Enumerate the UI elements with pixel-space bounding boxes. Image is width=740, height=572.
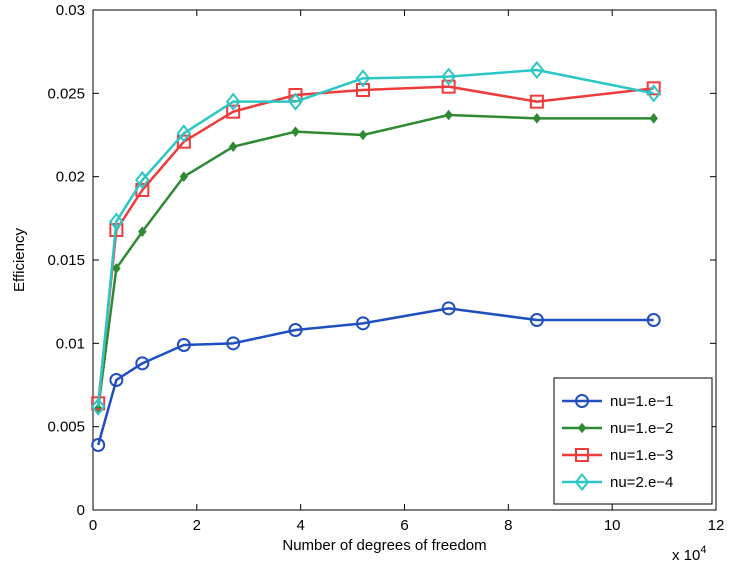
legend: nu=1.e−1 nu=1.e−2 nu=1.e−3 nu=2.e−4 xyxy=(553,377,713,505)
x-axis-title: Number of degrees of freedom xyxy=(282,537,486,554)
legend-entry: nu=1.e−3 xyxy=(562,447,673,464)
data-point-marker xyxy=(358,129,368,141)
data-point-marker xyxy=(355,69,371,88)
legend-label: nu=1.e−3 xyxy=(610,447,673,464)
data-point-marker xyxy=(109,373,124,387)
data-point-marker xyxy=(135,356,150,371)
x-tick-label: 8 xyxy=(504,517,512,534)
y-tick-label: 0.015 xyxy=(47,252,85,269)
data-point-marker xyxy=(529,60,545,80)
data-point-marker xyxy=(225,92,241,111)
data-point-marker xyxy=(441,79,456,94)
data-point-marker xyxy=(575,448,589,462)
data-point-marker xyxy=(441,67,456,86)
y-tick-label: 0 xyxy=(77,502,85,519)
data-point-marker xyxy=(355,83,370,97)
x-axis-multiplier-exponent: 4 xyxy=(700,544,706,556)
data-point-marker xyxy=(574,472,590,492)
series-line xyxy=(96,113,654,409)
data-point-marker xyxy=(646,313,661,327)
series-1 xyxy=(91,301,661,452)
series-line xyxy=(96,307,654,446)
x-tick-label: 4 xyxy=(296,517,304,534)
data-point-marker xyxy=(109,212,124,231)
data-point-marker xyxy=(226,336,241,351)
data-point-marker xyxy=(291,126,300,137)
series-2 xyxy=(93,109,658,414)
data-point-marker xyxy=(577,422,587,434)
y-tick-label: 0.03 xyxy=(56,2,85,19)
data-point-marker xyxy=(444,109,453,121)
data-point-marker xyxy=(226,104,241,119)
data-point-marker xyxy=(179,171,189,182)
data-point-marker xyxy=(441,301,456,316)
y-tick-label: 0.02 xyxy=(56,169,85,186)
series-layer xyxy=(90,60,661,452)
series-4 xyxy=(90,60,661,416)
legend-label: nu=1.e−2 xyxy=(610,420,673,437)
data-point-marker xyxy=(649,113,658,124)
data-point-marker xyxy=(91,438,106,452)
x-tick-label: 2 xyxy=(193,517,201,534)
data-point-marker xyxy=(575,394,589,408)
y-axis-title: Efficiency xyxy=(11,228,28,292)
y-tick-label: 0.01 xyxy=(56,335,85,352)
data-point-marker xyxy=(228,141,238,152)
x-tick-label: 10 xyxy=(604,517,621,534)
x-tick-label: 0 xyxy=(89,517,97,534)
x-tick-label: 6 xyxy=(400,517,408,534)
data-point-marker xyxy=(355,316,370,331)
y-tick-label: 0.025 xyxy=(47,85,85,102)
data-point-marker xyxy=(112,263,121,274)
legend-label: nu=1.e−1 xyxy=(610,393,673,410)
data-point-marker xyxy=(176,338,191,352)
x-axis-multiplier-base: x 10 xyxy=(672,547,700,564)
data-point-marker xyxy=(646,84,661,103)
legend-entry: nu=2.e−4 xyxy=(562,472,673,492)
x-axis-multiplier: x 104 xyxy=(672,544,706,564)
axis-ticks: 0 2 4 6 8 10 12 0 0.005 0.01 0.015 0.02 0.025 0.03 xyxy=(47,2,724,534)
data-point-marker xyxy=(529,313,544,327)
data-point-marker xyxy=(138,226,147,237)
data-point-marker xyxy=(288,323,303,337)
data-point-marker xyxy=(646,81,661,96)
data-point-marker xyxy=(288,92,303,111)
data-point-marker xyxy=(90,397,106,416)
x-tick-label: 12 xyxy=(708,517,725,534)
legend-entry: nu=1.e−2 xyxy=(562,420,673,437)
legend-label: nu=2.e−4 xyxy=(610,474,673,491)
series-line xyxy=(96,68,654,407)
data-point-marker xyxy=(529,94,544,109)
series-line xyxy=(96,85,654,404)
data-point-marker xyxy=(176,124,192,143)
data-point-marker xyxy=(135,170,150,190)
y-tick-label: 0.005 xyxy=(47,419,85,436)
legend-entry: nu=1.e−1 xyxy=(562,393,673,410)
data-point-marker xyxy=(532,113,542,124)
